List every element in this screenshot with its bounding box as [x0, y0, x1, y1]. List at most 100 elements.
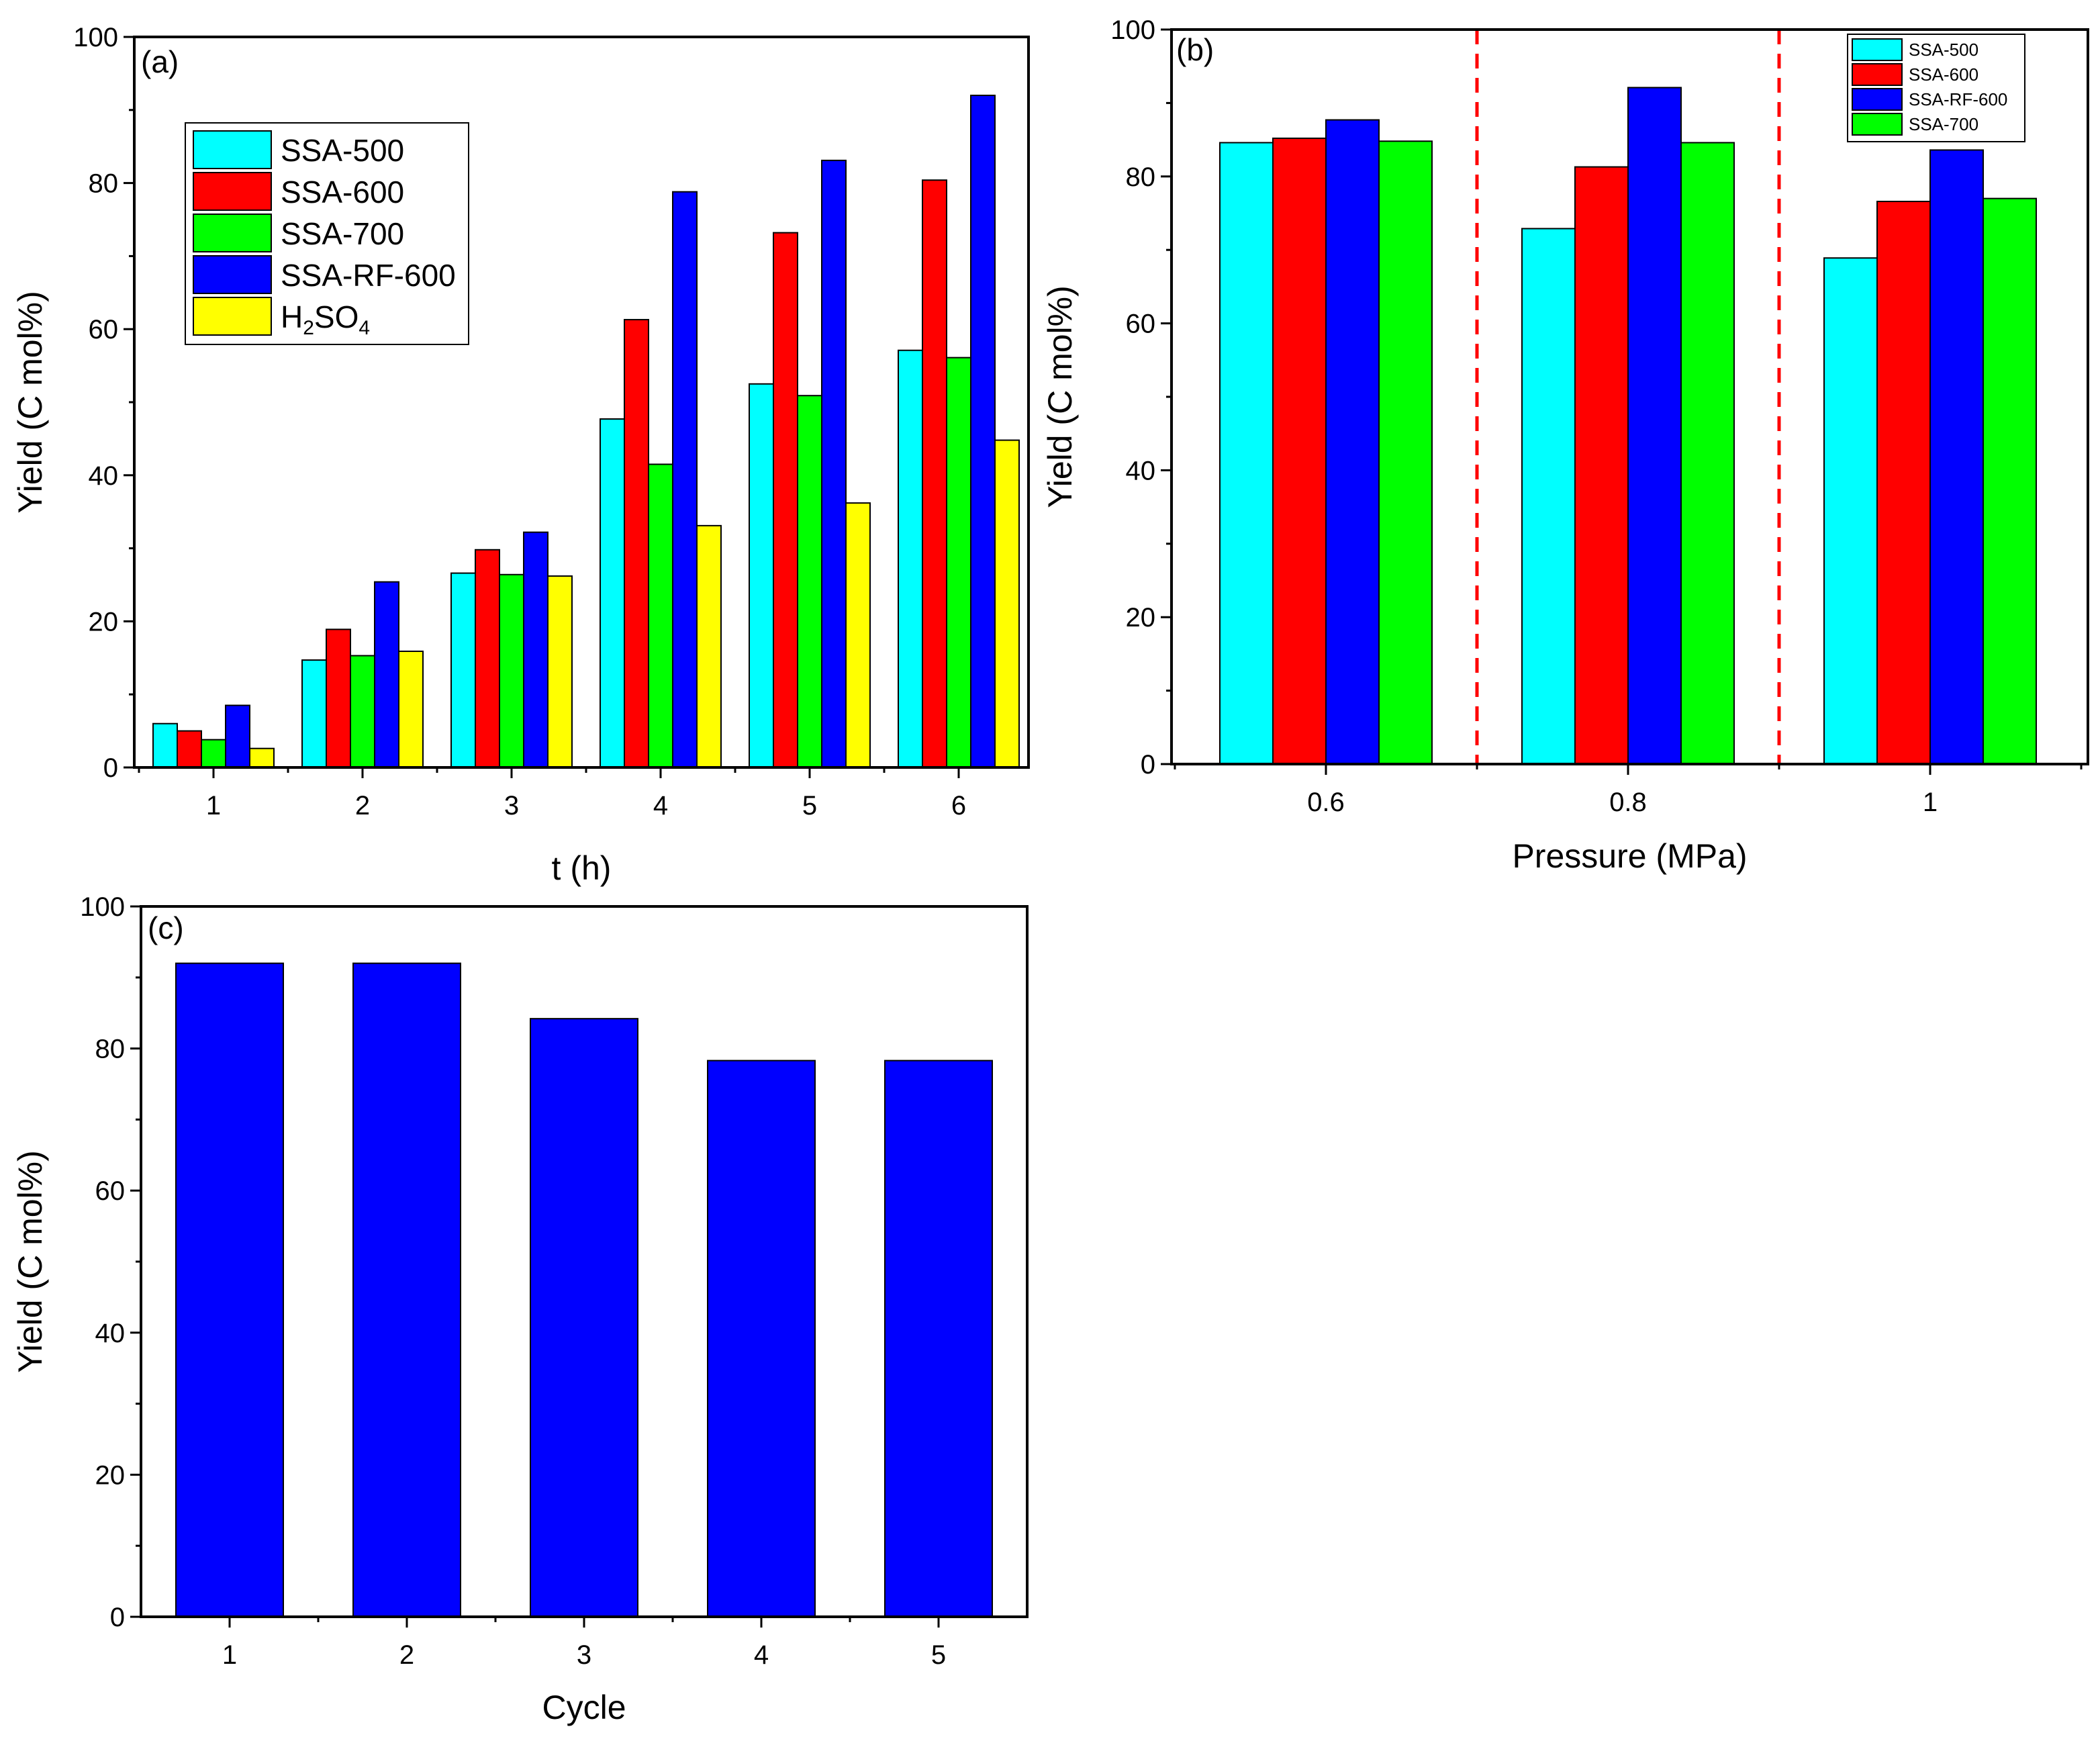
legend-label-part: 4 — [359, 317, 370, 339]
y-axis-title: Yield (C mol%) — [11, 1150, 49, 1373]
x-tick-label: 4 — [754, 1640, 769, 1670]
y-tick-label: 60 — [1126, 310, 1156, 339]
y-tick-label: 20 — [95, 1460, 126, 1490]
legend-label-ssa-600: SSA-600 — [281, 175, 404, 209]
y-axis-title: Yield (C mol%) — [1041, 285, 1079, 508]
x-tick-label: 3 — [504, 791, 519, 820]
bar-ssa-500-6 — [898, 349, 923, 768]
y-tick-label: 0 — [103, 753, 118, 783]
chart-panel-b: 0 20 40 60 80 100 0.6 0.8 1 Pressure (MPa) Yield (… — [1041, 15, 2089, 875]
panel-label: (a) — [141, 44, 179, 79]
legend-label-ssa-rf-600: SSA-RF-600 — [1909, 89, 2007, 109]
bar-ssa-700-0.6 — [1378, 140, 1433, 765]
bar-ssa-rf-600-5 — [821, 159, 847, 768]
x-tick-label: 3 — [577, 1640, 591, 1670]
legend-swatch-ssa-700 — [1852, 113, 1903, 136]
bar-ssa-600-6 — [922, 179, 947, 768]
bar-ssa-rf-600-3 — [530, 1018, 638, 1617]
bar-ssa-700-6 — [946, 357, 971, 768]
legend-swatch-ssa-600 — [1852, 63, 1903, 86]
bar-ssa-500-0.6 — [1219, 142, 1274, 765]
y-tick-label: 60 — [95, 1176, 126, 1206]
legend-label-ssa-rf-600: SSA-RF-600 — [281, 258, 456, 293]
bar-ssa-rf-600-5 — [884, 1060, 993, 1618]
legend: SSA-500 SSA-600 SSA-700 SSA-RF-600 H2SO4 — [185, 122, 469, 345]
legend-swatch-ssa-700 — [193, 214, 272, 252]
x-tick-label: 4 — [653, 791, 668, 820]
legend-label-part: 2 — [303, 317, 314, 339]
bar-ssa-600-5 — [773, 232, 798, 769]
x-tick-label: 0.8 — [1609, 788, 1647, 817]
legend-swatch-ssa-500 — [1852, 38, 1903, 61]
bar-ssa-500-0.8 — [1521, 228, 1576, 765]
bar-ssa-500-5 — [749, 383, 774, 768]
bar-ssa-700-3 — [499, 573, 524, 768]
bar-ssa-rf-600-2 — [352, 962, 461, 1617]
legend: SSA-500 SSA-600 SSA-RF-600 SSA-700 — [1847, 34, 2025, 142]
bar-h2so4-4 — [696, 524, 722, 768]
legend-swatch-h2so4 — [193, 297, 272, 336]
bar-ssa-700-2 — [350, 655, 375, 769]
bar-ssa-700-0.8 — [1680, 142, 1735, 765]
legend-label-ssa-700: SSA-700 — [281, 216, 404, 251]
panel-label: (c) — [148, 910, 184, 945]
y-tick-label: 80 — [1126, 162, 1156, 192]
x-axis-title: t (h) — [552, 849, 612, 887]
bar-ssa-rf-600-6 — [970, 95, 996, 769]
bar-ssa-rf-600-4 — [707, 1060, 816, 1618]
y-tick-label: 0 — [1141, 750, 1155, 780]
bar-ssa-500-4 — [600, 418, 625, 768]
x-axis-title: Cycle — [542, 1689, 626, 1726]
y-tick-label: 100 — [1110, 15, 1155, 45]
bar-h2so4-2 — [398, 651, 424, 768]
x-tick-label: 6 — [951, 791, 966, 820]
legend-label-part: SO — [314, 299, 359, 334]
chart-panel-c: 0 20 40 60 80 100 1 2 3 4 5 Cycle Yield (C mol%) (c) — [11, 892, 1029, 1726]
y-tick-label: 80 — [95, 1035, 126, 1064]
y-tick-label: 60 — [89, 315, 119, 344]
bar-ssa-500-1 — [152, 722, 178, 768]
x-tick-label: 2 — [399, 1640, 414, 1670]
bar-h2so4-3 — [547, 575, 573, 768]
legend-swatch-ssa-500 — [193, 130, 272, 169]
y-tick-label: 20 — [1126, 603, 1156, 632]
panel-label: (b) — [1176, 32, 1214, 67]
bar-ssa-rf-600-0.8 — [1627, 87, 1682, 765]
y-tick-label: 100 — [73, 23, 118, 52]
legend-label-ssa-700: SSA-700 — [1909, 114, 1978, 134]
legend-label-ssa-500: SSA-500 — [1909, 40, 1978, 60]
chart-panel-a: 0 20 40 60 80 100 1 2 3 4 5 6 t (h) Yield (C mol%) (a)… — [11, 23, 1030, 887]
bar-ssa-500-3 — [450, 572, 476, 768]
bar-ssa-rf-600-4 — [672, 191, 698, 768]
bar-ssa-600-0.8 — [1574, 166, 1629, 765]
y-tick-label: 100 — [80, 892, 125, 922]
legend-label-h2so4: H2SO4 — [281, 299, 370, 339]
legend-label-ssa-500: SSA-500 — [281, 133, 404, 168]
x-tick-label: 5 — [931, 1640, 946, 1670]
bar-ssa-700-5 — [797, 395, 822, 768]
x-tick-label: 1 — [206, 791, 221, 820]
bar-ssa-rf-600-0.6 — [1325, 119, 1380, 765]
bar-ssa-600-1 — [1876, 200, 1931, 765]
bar-ssa-rf-600-3 — [523, 531, 548, 768]
y-tick-label: 80 — [89, 169, 119, 199]
legend-swatch-ssa-rf-600 — [193, 255, 272, 294]
x-tick-label: 5 — [802, 791, 817, 820]
bar-h2so4-6 — [994, 439, 1020, 768]
bar-ssa-600-3 — [475, 549, 500, 768]
bar-h2so4-1 — [249, 747, 275, 769]
bar-h2so4-5 — [845, 502, 871, 768]
x-tick-label: 1 — [222, 1640, 237, 1670]
y-tick-label: 40 — [1126, 456, 1156, 485]
y-tick-label: 40 — [89, 461, 119, 491]
y-tick-label: 40 — [95, 1319, 126, 1348]
bar-ssa-600-0.6 — [1272, 137, 1327, 765]
bar-ssa-700-1 — [1983, 197, 2037, 765]
bar-ssa-600-4 — [624, 319, 649, 768]
y-tick-label: 20 — [89, 607, 119, 637]
x-tick-label: 1 — [1923, 788, 1938, 817]
bar-ssa-rf-600-2 — [374, 581, 399, 768]
bar-ssa-700-1 — [201, 739, 226, 769]
y-tick-label: 0 — [110, 1603, 125, 1632]
